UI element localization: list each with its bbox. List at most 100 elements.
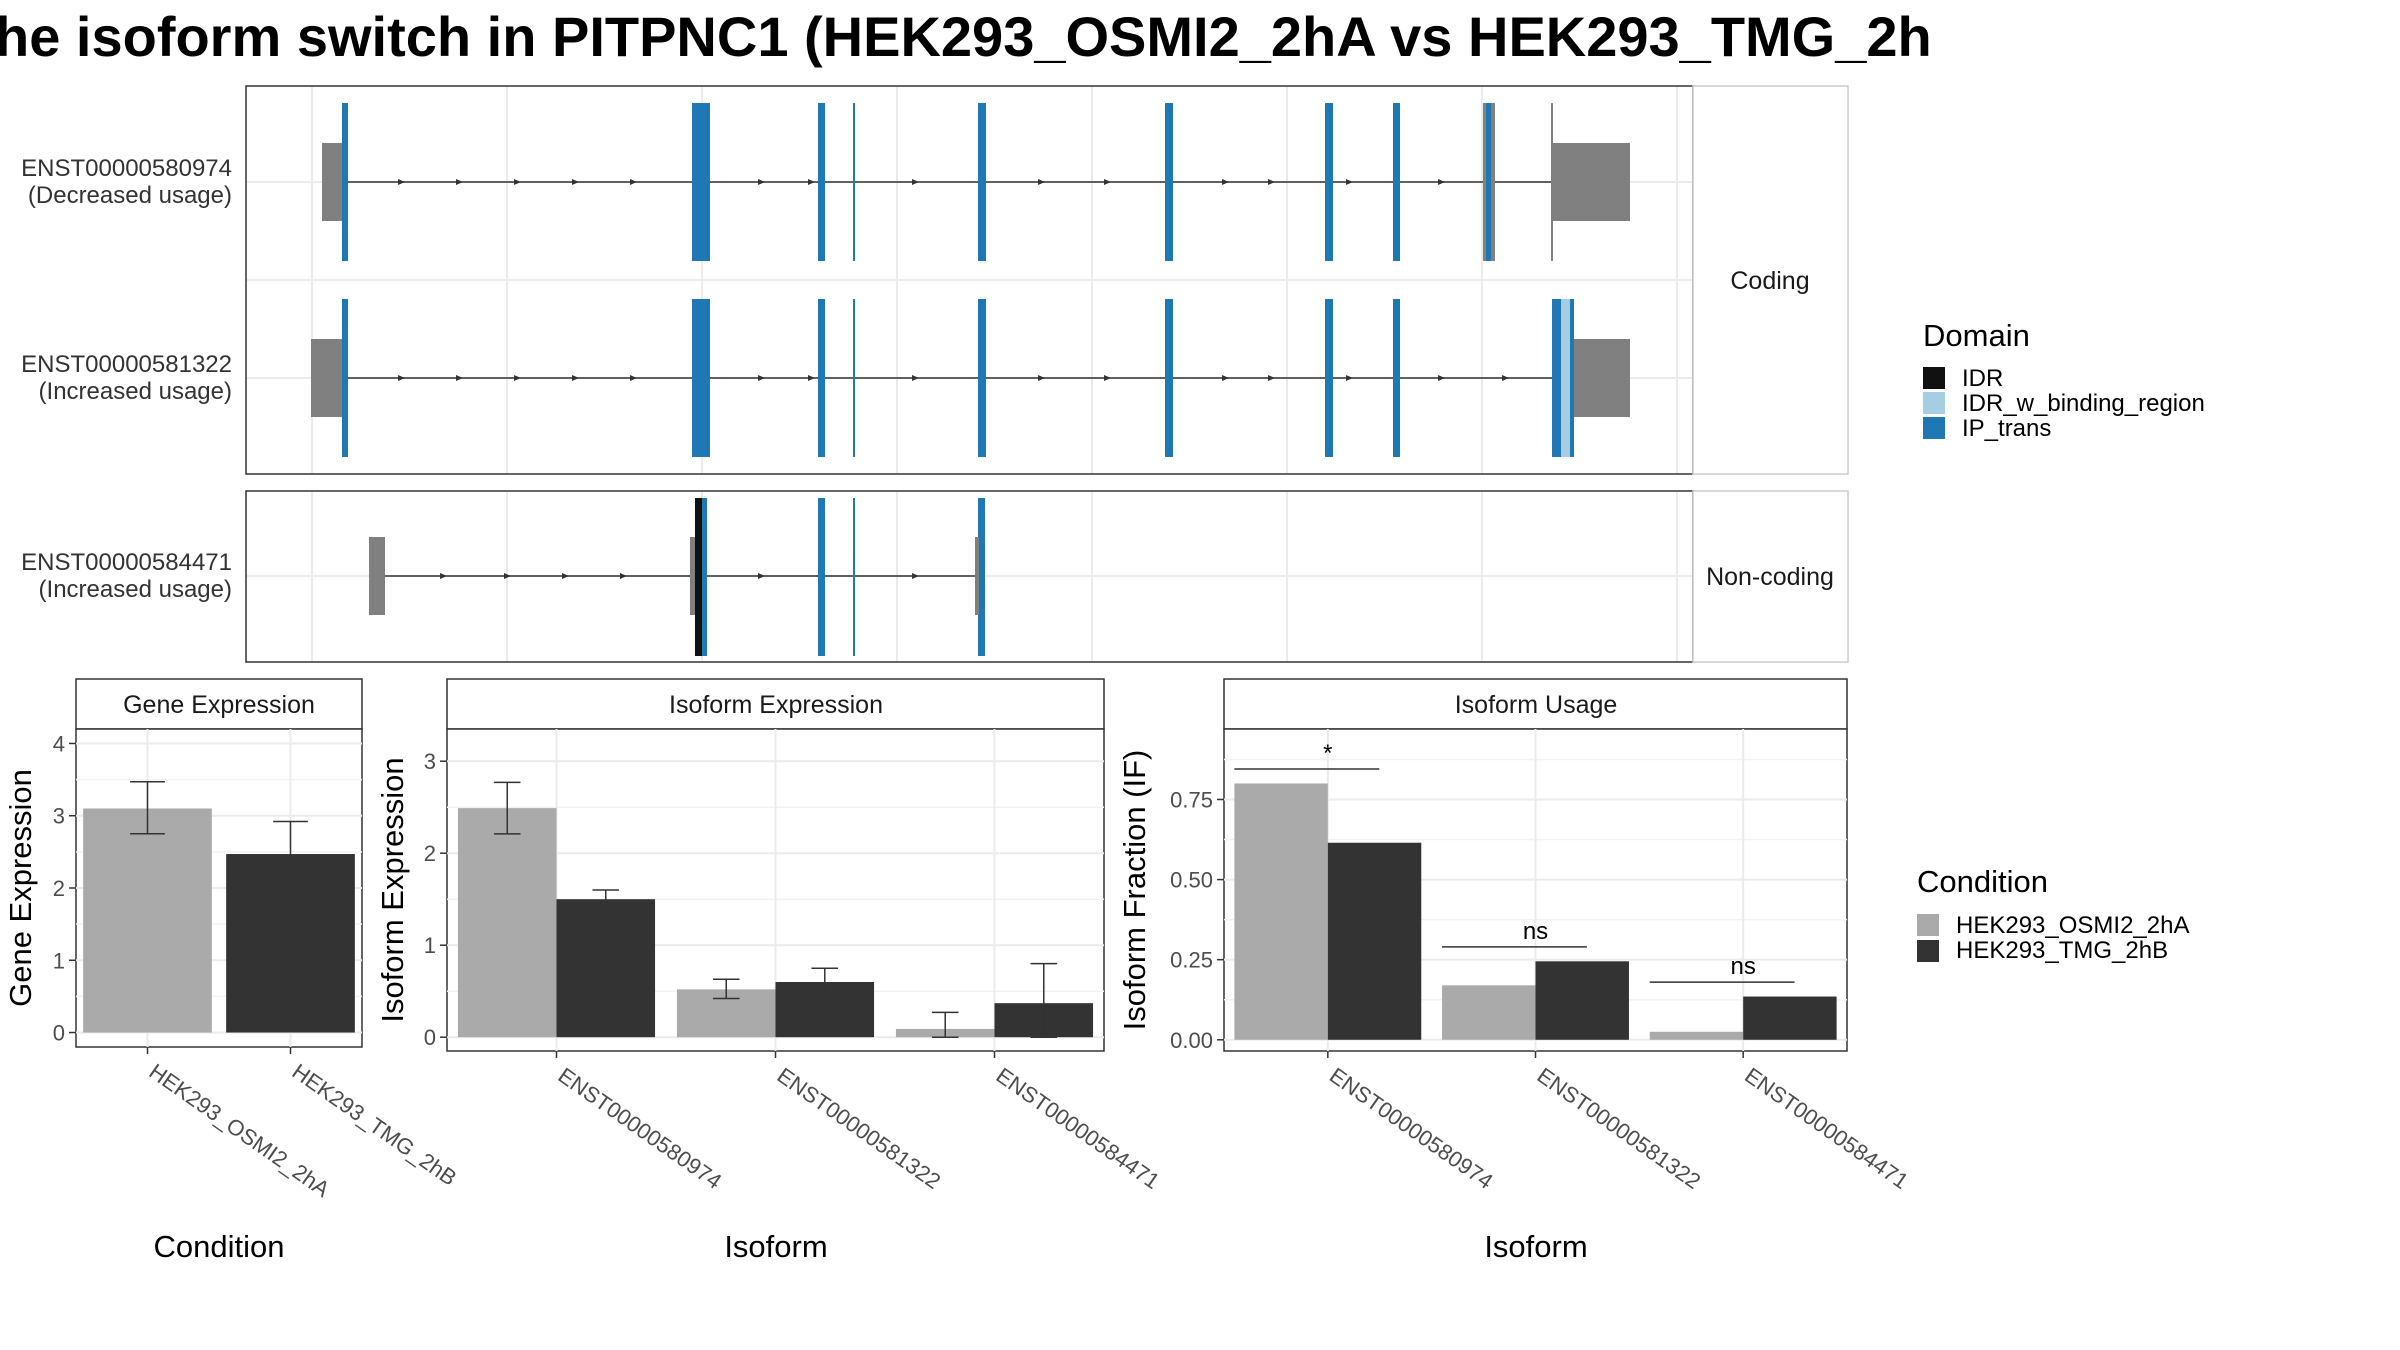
- domain-legend-title: Domain: [1923, 318, 2030, 353]
- gene-expression-panel: Gene Expression 0 1 2 3 4 HEK293_OSMI2_2hAHE…: [3, 678, 461, 1264]
- isoform-2-exon-4: [853, 299, 855, 457]
- isoform-2-id-label: ENST00000581322: [21, 351, 232, 378]
- isoform-1-exon-7: [1325, 103, 1333, 261]
- isoform-usage-ylabel: Isoform Fraction (IF): [1117, 750, 1152, 1031]
- legend-swatch-cond-b: [1917, 940, 1939, 962]
- legend-label-cond-a: HEK293_OSMI2_2hA: [1956, 912, 2189, 939]
- isoform-2-exon-5: [978, 299, 986, 457]
- isoform-2-exon-7: [1325, 299, 1333, 457]
- x-tick-label: ENST00000581322: [1533, 1063, 1706, 1194]
- legend-swatch-ip-trans: [1923, 417, 1945, 439]
- isoform-usage-significance: * ns ns: [1234, 740, 1795, 983]
- isoform-2-exon-3: [818, 299, 825, 457]
- bar-cond-b: [1743, 996, 1837, 1040]
- isoform-expression-ylabel: Isoform Expression: [375, 757, 410, 1022]
- legend-label-cond-b: HEK293_TMG_2hB: [1956, 937, 2168, 964]
- isoform-2-utr-3prime: [1574, 339, 1630, 417]
- isoform-2-utr-5prime: [311, 339, 343, 417]
- isoform-expression-bars: [457, 781, 1094, 1038]
- significance-label: *: [1323, 740, 1332, 767]
- isoform-3-id-label: ENST00000584471: [21, 549, 232, 576]
- bar-cond-a: [457, 808, 557, 1038]
- isoform-1-usage-label: (Decreased usage): [28, 182, 232, 209]
- isoform-3-exon-2-utr: [690, 537, 695, 615]
- isoform-2-exon-8: [1393, 299, 1400, 457]
- isoform-expression-xlabel: Isoform: [724, 1229, 827, 1264]
- condition-legend: Condition HEK293_OSMI2_2hA HEK293_TMG_2h…: [1917, 864, 2189, 964]
- y-tick-label: 0.00: [1170, 1028, 1213, 1053]
- isoform-3-usage-label: (Increased usage): [39, 576, 232, 603]
- x-tick-label: ENST00000580974: [554, 1063, 727, 1194]
- y-tick-label: 1: [424, 933, 436, 958]
- isoform-1-exon-5: [978, 103, 986, 261]
- isoform-usage-yticks: 0.00 0.25 0.50 0.75: [1170, 787, 1224, 1053]
- isoform-2-exon-2: [692, 299, 710, 457]
- isoform-usage-bars: [1234, 783, 1837, 1040]
- y-tick-label: 2: [53, 876, 65, 901]
- x-tick-label: ENST00000584471: [1740, 1063, 1913, 1194]
- x-tick-label: ENST00000580974: [1325, 1063, 1498, 1194]
- domain-legend: Domain IDR IDR_w_binding_region IP_trans: [1923, 318, 2205, 442]
- isoform-1-utr-3prime: [1553, 143, 1630, 221]
- gene-expression-xlabel: Condition: [154, 1229, 285, 1264]
- legend-label-idr: IDR: [1962, 365, 2003, 392]
- isoform-2-exon-9-domain: [1552, 299, 1561, 457]
- noncoding-strip: Non-coding: [1692, 490, 1849, 663]
- isoform-2-exon-6: [1165, 299, 1173, 457]
- y-tick-label: 0.25: [1170, 948, 1213, 973]
- isoform-1-exon-3: [818, 103, 825, 261]
- legend-swatch-idr-binding: [1923, 392, 1945, 414]
- coding-strip-background: [1692, 85, 1849, 475]
- isoform-1-exon-1: [342, 103, 348, 261]
- structure-coding-panel: ENST00000580974 (Decreased usage) ENST00…: [21, 85, 1694, 475]
- isoform-usage-panel: Isoform Usage * ns ns 0.00 0.25 0.50 0.75 ENS…: [1117, 678, 1913, 1264]
- isoform-1-intron-arrows: [398, 179, 1445, 185]
- isoform-1-exon-8: [1393, 103, 1400, 261]
- isoform-2-usage-label: (Increased usage): [39, 378, 232, 405]
- gene-expression-ylabel: Gene Expression: [3, 769, 38, 1007]
- isoform-expression-panel: Isoform Expression 0 1 2 3 ENST00000580974 E…: [375, 678, 1165, 1264]
- noncoding-strip-label: Non-coding: [1706, 563, 1834, 591]
- legend-label-idr-binding: IDR_w_binding_region: [1962, 390, 2205, 417]
- legend-label-ip-trans: IP_trans: [1962, 415, 2051, 442]
- isoform-3-exon-4: [853, 498, 855, 656]
- significance-label: ns: [1523, 918, 1548, 945]
- isoform-expression-yticks: 0 1 2 3: [424, 749, 447, 1050]
- isoform-3-intron-arrows: [440, 573, 919, 579]
- isoform-expression-title: Isoform Expression: [669, 691, 883, 719]
- y-tick-label: 3: [424, 749, 436, 774]
- y-tick-label: 1: [53, 948, 65, 973]
- y-tick-label: 0.50: [1170, 868, 1213, 893]
- condition-legend-title: Condition: [1917, 864, 2048, 899]
- x-tick-label: ENST00000581322: [773, 1063, 946, 1194]
- legend-swatch-idr: [1923, 367, 1945, 389]
- isoform-1-id-label: ENST00000580974: [21, 155, 232, 182]
- gene-expression-yticks: 0 1 2 3 4: [53, 731, 76, 1046]
- significance-label: ns: [1730, 953, 1755, 980]
- bar-cond-a: [1649, 1031, 1744, 1040]
- isoform-2-structure: [311, 299, 1630, 457]
- y-tick-label: 0.75: [1170, 787, 1213, 812]
- isoform-2-exon-1: [342, 299, 348, 457]
- isoform-2-binding-region-domain: [1561, 299, 1570, 457]
- x-tick-label: ENST00000584471: [992, 1063, 1165, 1194]
- isoform-3-exon-5-utr: [975, 537, 979, 615]
- isoform-2-intron-arrows: [398, 375, 1509, 381]
- y-tick-label: 3: [53, 804, 65, 829]
- isoform-2-exon-9-tail: [1570, 299, 1574, 457]
- isoform-usage-xlabel: Isoform: [1484, 1229, 1587, 1264]
- isoform-1-utr-5prime: [322, 143, 343, 221]
- coding-strip: Coding: [1692, 85, 1849, 475]
- isoform-usage-xticks: ENST00000580974 ENST00000581322 ENST000005…: [1325, 1051, 1913, 1194]
- y-tick-label: 0: [424, 1025, 436, 1050]
- gene-expression-bars: [83, 781, 355, 1033]
- isoform-1-exon-9-domain: [1486, 103, 1491, 261]
- bar-cond-b: [1327, 842, 1422, 1040]
- y-tick-label: 2: [424, 841, 436, 866]
- structure-noncoding-panel: ENST00000584471 (Increased usage): [21, 490, 1694, 663]
- gene-expression-strip: [75, 678, 363, 730]
- isoform-3-structure: [369, 498, 985, 656]
- gene-expression-title: Gene Expression: [123, 691, 315, 719]
